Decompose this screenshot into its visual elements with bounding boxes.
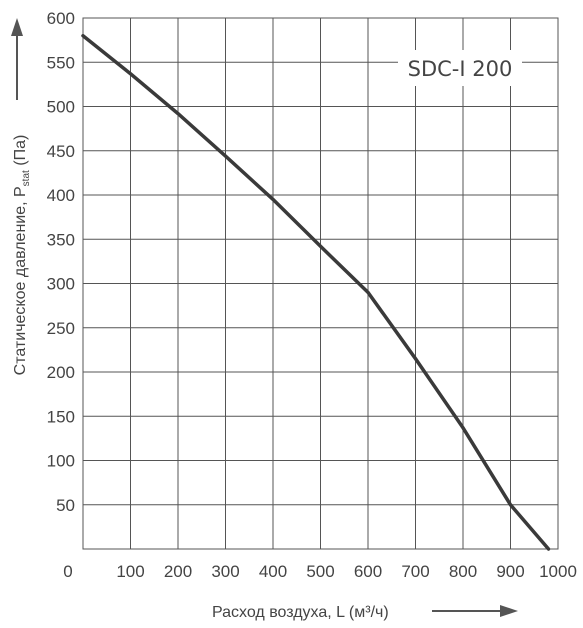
x-tick-label: 800 [449, 562, 477, 581]
grid [82, 17, 559, 550]
y-axis-title-unit: (Па) [12, 135, 29, 171]
y-tick-label: 50 [56, 496, 75, 515]
y-tick-label: 200 [47, 363, 75, 382]
y-tick-label: 500 [47, 98, 75, 117]
x-axis-arrow-head [500, 605, 518, 617]
x-tick-label: 0 [63, 562, 72, 581]
y-tick-label: 350 [47, 230, 75, 249]
x-tick-label: 1000 [539, 562, 577, 581]
y-axis-title-subscript: stat [21, 170, 32, 186]
y-tick-label: 150 [47, 407, 75, 426]
x-tick-label: 400 [259, 562, 287, 581]
series-line [81, 33, 551, 551]
y-axis-title: Статическое давление, Pstat (Па) [12, 135, 32, 376]
x-tick-label: 300 [211, 562, 239, 581]
x-tick-label: 700 [401, 562, 429, 581]
y-tick-label: 400 [47, 186, 75, 205]
chart-title: SDC-I 200 [408, 57, 513, 81]
x-axis-title: Расход воздуха, L (м³/ч) [212, 604, 389, 621]
x-tick-label: 200 [164, 562, 192, 581]
tick-labels: 0 100 200 300 400 500 600 700 800 900 1000 50 100 150… [47, 9, 577, 581]
x-tick-label: 900 [496, 562, 524, 581]
y-axis-arrow-head [11, 18, 23, 36]
y-axis-title-main: Статическое давление, P [12, 186, 29, 375]
y-tick-label: 450 [47, 142, 75, 161]
y-tick-label: 550 [47, 53, 75, 72]
y-tick-label: 600 [47, 9, 75, 28]
x-tick-label: 600 [354, 562, 382, 581]
curve-layer [81, 33, 551, 551]
x-tick-label: 500 [306, 562, 334, 581]
model-label-background [398, 50, 522, 86]
y-tick-label: 300 [47, 275, 75, 294]
y-tick-label: 100 [47, 452, 75, 471]
x-tick-label: 100 [116, 562, 144, 581]
y-tick-label: 250 [47, 319, 75, 338]
